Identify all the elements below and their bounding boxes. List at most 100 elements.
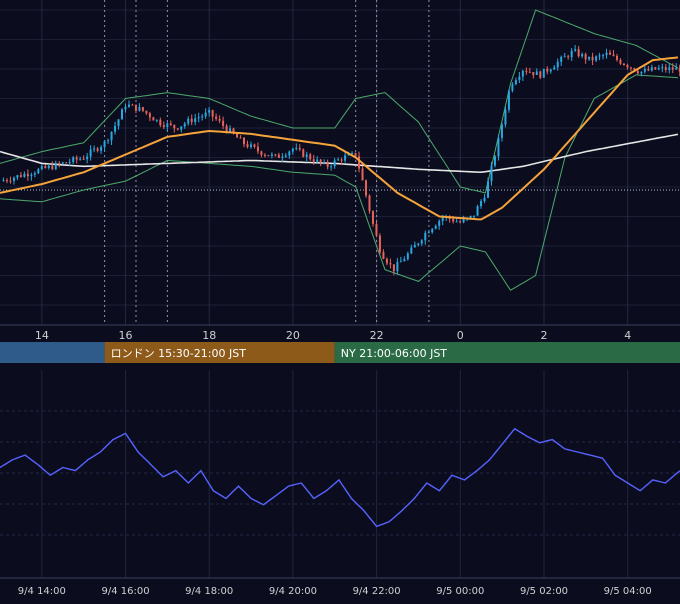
candle-up [557,62,559,68]
candle-up [281,157,283,158]
candle-up [180,126,182,129]
candle-up [658,68,660,69]
candle-up [428,232,430,233]
candle-up [72,158,74,163]
candle-up [128,105,130,107]
sub-tick-label: 9/4 14:00 [18,586,66,597]
main-tick-label: 22 [370,329,384,342]
candle-down [362,169,364,181]
candle-up [55,163,57,169]
candle-up [456,221,458,222]
candle-up [581,54,583,56]
candle-down [320,160,322,163]
candle-up [599,55,601,56]
candle-down [278,155,280,158]
candle-down [382,252,384,259]
candle-up [487,181,489,197]
candle-up [86,157,88,160]
candle-down [665,67,667,70]
candle-down [567,56,569,57]
candle-up [138,107,140,111]
candle-down [65,162,67,163]
candle-up [560,57,562,62]
candle-up [187,119,189,124]
candle-down [626,65,628,67]
candle-up [229,128,231,131]
candle-down [253,144,255,146]
candle-up [668,67,670,70]
candle-down [44,166,46,168]
candle-up [553,67,555,69]
candle-down [302,149,304,156]
candle-up [421,240,423,243]
candle-down [654,67,656,69]
candle-up [463,219,465,222]
candle-up [417,243,419,244]
candle-up [396,262,398,271]
candle-up [536,71,538,75]
candle-down [309,155,311,160]
candle-down [260,151,262,155]
candle-up [295,148,297,149]
candle-down [215,117,217,119]
candle-up [23,174,25,177]
candle-down [341,159,343,160]
main-tick-label: 20 [286,329,300,342]
main-tick-label: 4 [624,329,631,342]
candle-up [334,160,336,166]
candle-up [675,68,677,70]
main-tick-label: 0 [457,329,464,342]
candle-up [306,155,308,157]
candle-up [34,173,36,174]
candle-down [386,259,388,263]
candle-down [152,117,154,120]
candle-up [107,140,109,141]
candle-up [208,110,210,113]
candle-up [2,180,4,181]
candle-up [48,166,50,168]
candle-down [358,156,360,168]
candle-down [27,174,29,176]
candle-down [219,119,221,121]
candle-up [100,147,102,151]
candle-down [365,180,367,195]
candle-up [651,67,653,70]
candle-down [609,53,611,55]
candle-up [194,118,196,122]
candle-down [389,263,391,264]
candle-up [511,84,513,90]
candle-up [166,123,168,127]
candle-down [131,105,133,106]
candle-down [612,55,614,56]
candle-up [330,166,332,167]
candle-up [543,69,545,78]
sub-tick-label: 9/4 16:00 [101,586,149,597]
candle-down [83,159,85,160]
candle-down [327,162,329,167]
candle-up [606,53,608,55]
candle-up [79,159,81,160]
candle-up [62,162,64,163]
candle-up [118,119,120,125]
candle-up [424,233,426,240]
candle-down [623,64,625,65]
candle-up [121,109,123,119]
candle-down [177,128,179,129]
candle-down [173,125,175,129]
candle-down [9,181,11,182]
candle-up [477,206,479,215]
session-label-ny: NY 21:00-06:00 JST [341,347,448,360]
candle-up [431,229,433,232]
candle-up [644,69,646,72]
candle-down [672,67,674,69]
candle-up [104,141,106,147]
candle-down [240,138,242,139]
candle-down [20,175,22,177]
main-tick-label: 16 [119,329,133,342]
candle-up [37,169,39,173]
candle-down [355,153,357,156]
candle-up [588,57,590,60]
candle-down [243,138,245,144]
candle-up [515,80,517,84]
